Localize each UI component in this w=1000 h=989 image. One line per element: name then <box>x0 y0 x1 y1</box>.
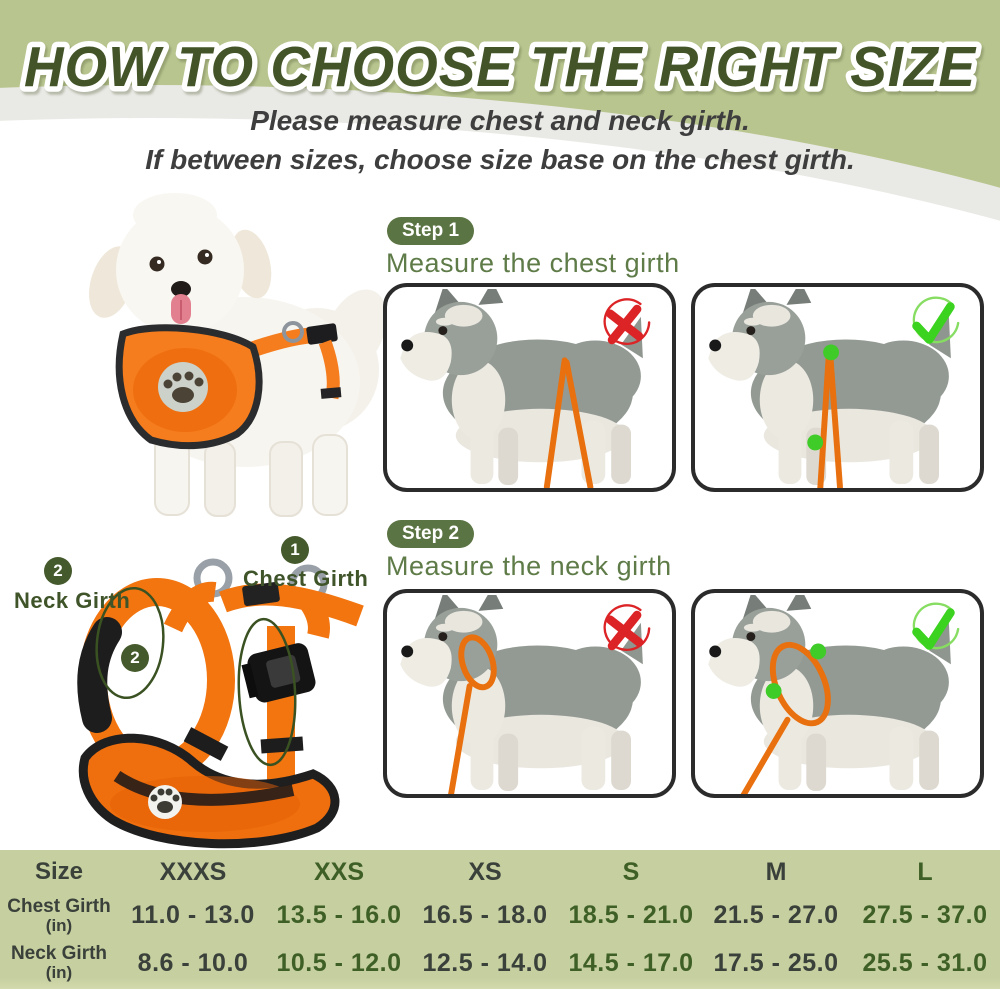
wrong-icon <box>593 598 657 662</box>
neck-girth-m: 17.5 - 25.0 <box>713 948 839 977</box>
buckle <box>241 643 316 703</box>
step2-correct-example-card <box>691 589 984 798</box>
step-1-badge: Step 1 <box>387 217 475 245</box>
white-dog-with-harness-photo <box>88 193 385 517</box>
size-header-l: L <box>917 857 933 886</box>
padded-handle <box>77 617 122 733</box>
harness-product-photo <box>77 558 364 849</box>
size-header-xxxs: XXXS <box>159 857 227 886</box>
chest-girth-l: 27.5 - 37.0 <box>862 901 988 929</box>
subtitle-line-1: Please measure chest and neck girth. <box>250 105 750 136</box>
neck-girth-marker: 2 <box>44 557 72 585</box>
step2-wrong-example-card <box>383 589 676 798</box>
neck-girth-xxxs: 8.6 - 10.0 <box>137 948 249 977</box>
size-header-s: S <box>622 857 640 886</box>
subtitle-line-2: If between sizes, choose size base on th… <box>145 144 855 175</box>
size-header-m: M <box>765 857 787 886</box>
size-header-xxs: XXS <box>313 857 365 886</box>
subtitle: Please measure chest and neck girth. If … <box>0 101 1000 179</box>
size-column-header: Size <box>34 858 84 885</box>
chest-girth-marker: 1 <box>281 536 309 564</box>
step-2-badge: Step 2 <box>387 520 475 548</box>
page-title-art: HOW TO CHOOSE THE RIGHT SIZE <box>19 30 982 105</box>
measure-point-dot <box>823 344 839 361</box>
measuring-tape-correct-position <box>807 344 843 488</box>
chest-girth-xs: 16.5 - 18.0 <box>422 901 548 929</box>
size-chart-table: Size XXXS XXS XS S M L Chest Girth (in) … <box>0 850 1000 989</box>
schnauzer-dog-photo <box>387 289 672 488</box>
neck-girth-s: 14.5 - 17.0 <box>568 948 694 977</box>
measure-point-dot <box>810 643 827 660</box>
neck-strap-marker: 2 <box>121 644 149 672</box>
step1-correct-example-card <box>691 283 984 492</box>
chest-girth-measure-ellipse <box>237 617 297 767</box>
schnauzer-dog-photo <box>387 595 672 794</box>
measure-point-dot <box>807 434 824 451</box>
chest-girth-m: 21.5 - 27.0 <box>713 901 839 929</box>
measuring-tape-wrong-position <box>543 357 594 488</box>
neck-girth-measure-ellipse <box>95 586 165 700</box>
measure-point-dot <box>765 683 782 699</box>
step1-wrong-example-card <box>383 283 676 492</box>
page-title: HOW TO CHOOSE THE RIGHT SIZE <box>24 35 977 99</box>
chest-girth-s: 18.5 - 21.0 <box>568 901 694 929</box>
size-header-xs: XS <box>468 857 502 886</box>
chest-girth-label: Chest Girth <box>243 566 369 591</box>
chest-girth-row-label: Chest Girth (in) <box>7 895 111 935</box>
neck-girth-xs: 12.5 - 14.0 <box>422 948 548 977</box>
schnauzer-dog-photo <box>695 595 980 794</box>
measuring-tape-correct-position <box>740 641 831 794</box>
neck-girth-row-label: Neck Girth (in) <box>10 943 108 983</box>
schnauzer-dog-photo <box>695 289 980 488</box>
step-1-heading: Measure the chest girth <box>386 248 680 278</box>
measuring-tape-wrong-position <box>448 634 497 794</box>
chest-girth-xxxs: 11.0 - 13.0 <box>131 901 255 929</box>
correct-icon <box>904 601 962 659</box>
neck-girth-l: 25.5 - 31.0 <box>862 948 988 977</box>
step-2-heading: Measure the neck girth <box>386 551 672 581</box>
wrong-icon <box>593 292 657 356</box>
neck-girth-xxs: 10.5 - 12.0 <box>276 948 402 977</box>
chest-girth-xxs: 13.5 - 16.0 <box>276 901 402 929</box>
neck-girth-label: Neck Girth <box>14 588 131 613</box>
correct-icon <box>904 295 962 353</box>
